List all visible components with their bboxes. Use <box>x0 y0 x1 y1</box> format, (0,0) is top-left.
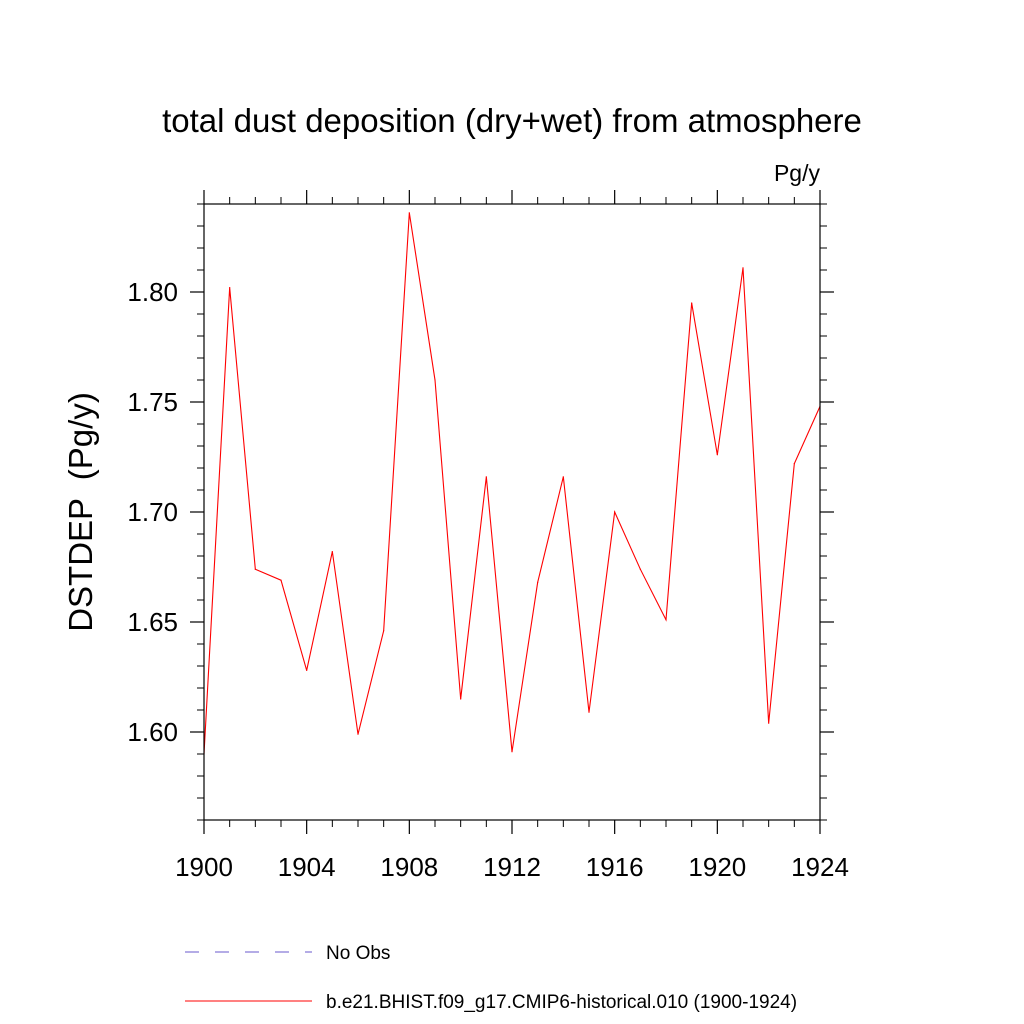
data-point <box>691 302 693 304</box>
data-point <box>588 711 590 713</box>
data-point <box>408 212 410 214</box>
data-point <box>537 581 539 584</box>
x-tick-label: 1916 <box>586 852 644 882</box>
axis-ticks <box>190 190 834 834</box>
legend-label: b.e21.BHIST.f09_g17.CMIP6-historical.010… <box>326 992 797 1013</box>
x-tick-label: 1908 <box>380 852 438 882</box>
x-tick-label: 1924 <box>791 852 849 882</box>
series-line <box>203 212 821 755</box>
data-point <box>434 379 436 381</box>
x-tick-label: 1900 <box>175 852 233 882</box>
data-point <box>716 454 718 456</box>
data-point <box>306 669 308 672</box>
data-point <box>639 568 641 570</box>
data-point <box>511 751 513 753</box>
y-axis-label: DSTDEP (Pg/y) <box>62 392 99 632</box>
data-point <box>742 267 744 269</box>
data-point <box>485 476 487 478</box>
x-tick-label: 1904 <box>278 852 336 882</box>
data-point <box>793 463 795 465</box>
data-point <box>665 619 667 621</box>
data-point <box>357 733 359 735</box>
data-point <box>460 698 462 700</box>
data-point <box>229 287 231 289</box>
units-label: Pg/y <box>774 160 821 186</box>
y-tick-label: 1.60 <box>127 717 178 747</box>
data-point <box>614 511 616 513</box>
data-point <box>254 568 256 570</box>
y-tick-label: 1.80 <box>127 277 178 307</box>
data-point <box>562 476 564 478</box>
data-point <box>383 630 385 632</box>
y-tick-label: 1.70 <box>127 497 178 527</box>
data-point <box>280 579 282 581</box>
x-tick-label: 1912 <box>483 852 541 882</box>
legend-label: No Obs <box>326 943 390 964</box>
y-tick-label: 1.75 <box>127 387 178 417</box>
y-tick-label: 1.65 <box>127 607 178 637</box>
x-tick-label: 1920 <box>688 852 746 882</box>
chart-title: total dust deposition (dry+wet) from atm… <box>162 102 862 139</box>
data-point <box>768 722 770 724</box>
data-point <box>331 551 333 553</box>
series-lines <box>203 212 821 755</box>
legend: No Obs b.e21.BHIST.f09_g17.CMIP6-historic… <box>185 943 797 1013</box>
axis-tick-labels: 1900 1904 1908 1912 1916 1920 1924 1.60 1.65 1.70… <box>127 277 849 882</box>
plot-frame <box>203 203 821 821</box>
